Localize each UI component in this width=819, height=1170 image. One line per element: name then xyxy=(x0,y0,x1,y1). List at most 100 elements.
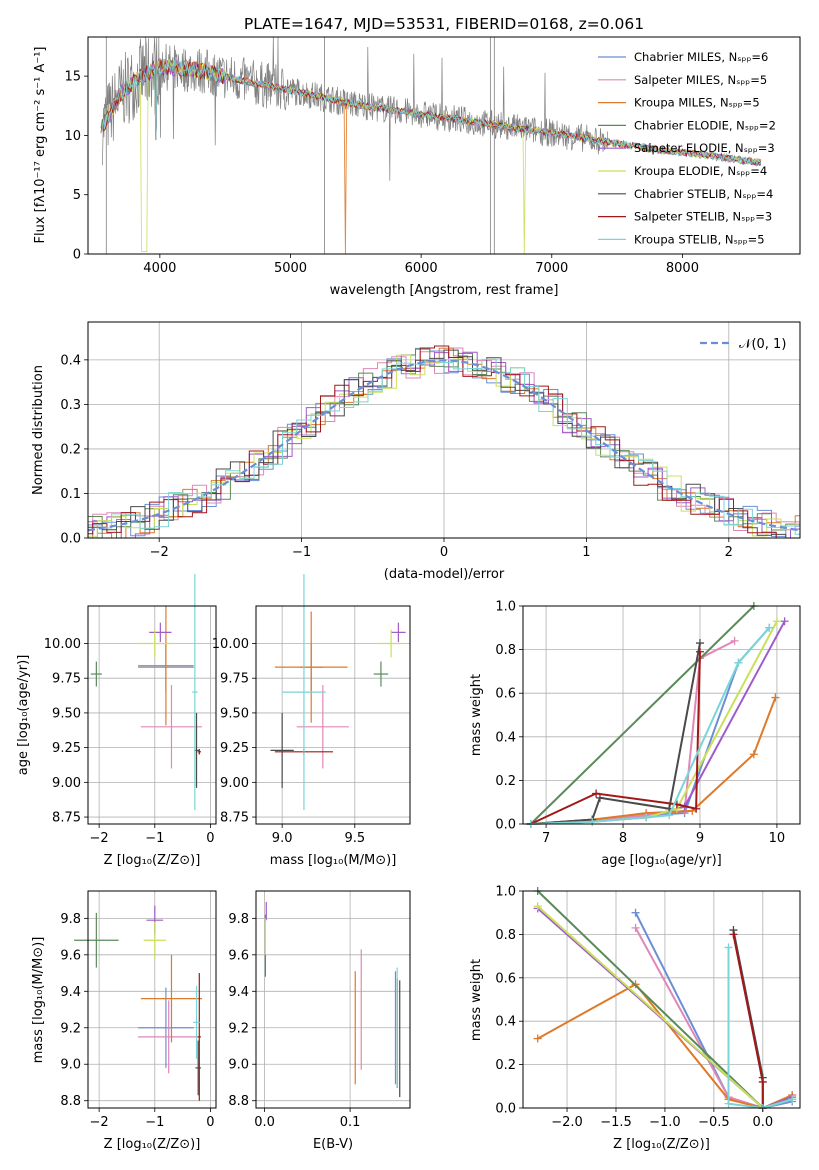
y-tick-label: 0.0 xyxy=(60,532,81,547)
x-tick-label: −1 xyxy=(145,1115,164,1130)
y-tick-label: 0.4 xyxy=(495,1015,516,1030)
mass-weight-line xyxy=(537,890,764,1109)
x-tick-label: 9.0 xyxy=(272,831,293,846)
y-tick-label: 0.6 xyxy=(495,687,516,702)
x-tick-label: 1 xyxy=(582,545,590,560)
y-tick-label: 8.8 xyxy=(60,1094,81,1109)
y-tick-label: 9.0 xyxy=(60,1058,81,1073)
y-tick-label: 9.50 xyxy=(52,706,81,721)
mass-weight-line xyxy=(530,640,736,825)
y-tick-label: 9.4 xyxy=(60,985,81,1000)
plus-marker xyxy=(592,789,601,798)
histogram-steps xyxy=(88,345,800,539)
y-tick-label: 9.4 xyxy=(228,985,249,1000)
axes-frame xyxy=(522,890,801,1109)
y-tick-label: 1.0 xyxy=(495,885,516,900)
axes-frame xyxy=(522,605,801,825)
x-tick-label: −2 xyxy=(90,1115,109,1130)
x-tick-label: 9.5 xyxy=(344,831,365,846)
plus-marker xyxy=(595,793,604,802)
y-tick-label: 0.0 xyxy=(495,1102,516,1117)
x-tick-label: 0 xyxy=(206,1115,214,1130)
x-tick-label: 8000 xyxy=(666,261,699,276)
plus-marker xyxy=(533,1034,542,1043)
plus-marker xyxy=(729,930,738,939)
mass-weight-line xyxy=(530,697,777,825)
plus-marker xyxy=(730,636,739,645)
x-axis-label: mass [log₁₀(M/M⊙)] xyxy=(270,853,397,868)
y-tick-label: 0.6 xyxy=(495,971,516,986)
x-tick-label: 0.0 xyxy=(752,1115,773,1130)
y-tick-label: 9.25 xyxy=(220,741,249,756)
y-tick-label: 0.2 xyxy=(495,774,516,789)
axes-frame xyxy=(87,36,801,255)
y-tick-label: 9.2 xyxy=(60,1021,81,1036)
legend-label: Salpeter ELODIE, Nₛₚₚ=3 xyxy=(634,141,775,155)
legend-label: Chabrier STELIB, Nₛₚₚ=4 xyxy=(634,187,773,201)
mass-weight-line xyxy=(727,947,793,1110)
plus-marker xyxy=(695,639,704,648)
x-tick-label: 0 xyxy=(206,831,214,846)
histogram-steps xyxy=(88,347,800,539)
spectrum-model-line xyxy=(100,59,762,166)
mass-weight-line xyxy=(530,620,786,825)
y-tick-label: 8.8 xyxy=(228,1094,249,1109)
x-tick-label: 6000 xyxy=(405,261,438,276)
histogram-steps xyxy=(88,347,800,539)
legend-label: Kroupa ELODIE, Nₛₚₚ=4 xyxy=(634,164,767,178)
plus-marker xyxy=(724,943,733,952)
x-tick-label: −1 xyxy=(145,831,164,846)
plus-marker xyxy=(631,923,640,932)
y-axis-label: Flux [fλ10⁻¹⁷ erg cm⁻² s⁻¹ A⁻¹] xyxy=(33,47,48,244)
y-tick-label: 9.75 xyxy=(52,672,81,687)
x-axis-label: (data-model)/error xyxy=(384,567,505,582)
plus-marker xyxy=(642,813,651,822)
plus-marker xyxy=(788,1095,797,1104)
plus-marker xyxy=(749,750,758,759)
x-axis-label: Z [log₁₀(Z/Z⊙)] xyxy=(104,853,201,868)
normal-curve xyxy=(87,359,801,532)
plus-marker xyxy=(631,908,640,917)
y-tick-label: 10.00 xyxy=(44,637,81,652)
plus-marker xyxy=(758,1077,767,1086)
mass-weight-line xyxy=(530,627,770,825)
y-tick-label: 0.0 xyxy=(495,818,516,833)
y-axis-label: mass weight xyxy=(469,959,484,1041)
y-tick-label: 0.4 xyxy=(60,353,81,368)
x-axis-label: E(B-V) xyxy=(313,1137,353,1152)
x-tick-label: 0.1 xyxy=(340,1115,361,1130)
y-tick-label: 8.75 xyxy=(52,811,81,826)
x-tick-label: 9 xyxy=(696,831,704,846)
plus-marker xyxy=(772,617,781,626)
x-tick-label: 7 xyxy=(542,831,550,846)
y-tick-label: 0.3 xyxy=(60,398,81,413)
x-tick-label: 7000 xyxy=(535,261,568,276)
x-axis-label: wavelength [Angstrom, rest frame] xyxy=(330,283,559,298)
mass-weight-line xyxy=(530,627,770,825)
y-tick-label: 1.0 xyxy=(495,600,516,615)
y-tick-label: 5 xyxy=(73,188,81,203)
x-axis-label: age [log₁₀(age/yr)] xyxy=(601,853,722,868)
plus-marker xyxy=(692,804,701,813)
plus-marker xyxy=(665,811,674,820)
legend-label: Salpeter MILES, Nₛₚₚ=5 xyxy=(634,73,767,87)
y-tick-label: 9.6 xyxy=(228,948,249,963)
x-tick-label: 8 xyxy=(619,831,627,846)
y-tick-label: 9.0 xyxy=(228,1058,249,1073)
y-tick-label: 9.6 xyxy=(60,948,81,963)
axes-frame xyxy=(255,605,411,825)
spectrum-title: PLATE=1647, MJD=53531, FIBERID=0168, z=0… xyxy=(244,15,644,33)
plus-marker xyxy=(765,623,774,632)
y-tick-label: 9.00 xyxy=(52,776,81,791)
axes-frame xyxy=(87,890,217,1109)
x-axis-label: Z [log₁₀(Z/Z⊙)] xyxy=(613,1137,710,1152)
legend-label: Chabrier ELODIE, Nₛₚₚ=2 xyxy=(634,118,776,132)
histogram-steps xyxy=(88,358,800,539)
y-tick-label: 15 xyxy=(64,70,81,85)
x-tick-label: −0.5 xyxy=(698,1115,730,1130)
y-tick-label: 0.4 xyxy=(495,730,516,745)
x-tick-label: −1 xyxy=(292,545,311,560)
y-tick-label: 9.8 xyxy=(228,912,249,927)
x-tick-label: −2 xyxy=(90,831,109,846)
